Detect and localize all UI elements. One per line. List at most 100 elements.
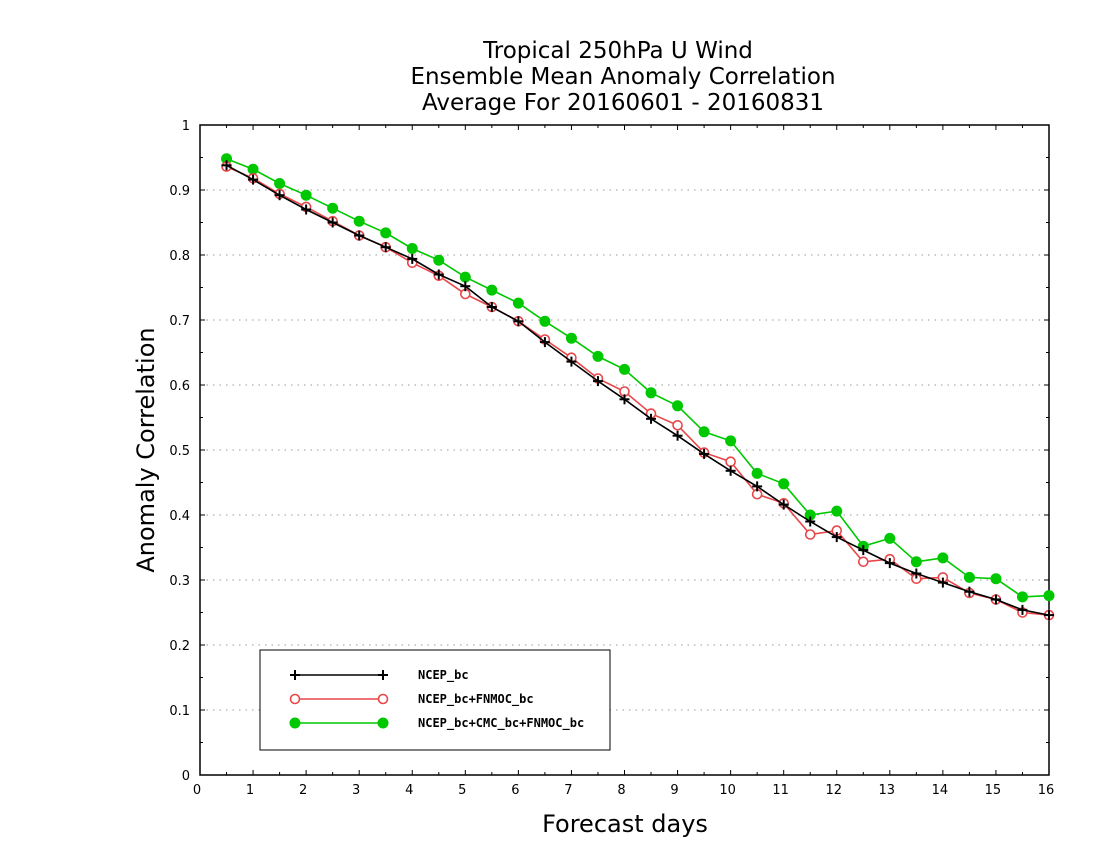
data-point-plus xyxy=(937,577,948,588)
x-axis-label: Forecast days xyxy=(542,810,708,838)
x-tick-label: 9 xyxy=(670,783,678,798)
data-point-plus xyxy=(221,160,232,171)
legend-label: NCEP_bc xyxy=(418,668,469,683)
x-tick-label: 0 xyxy=(193,783,201,798)
data-point-filled-circle xyxy=(698,426,710,438)
data-point-filled-circle xyxy=(406,243,418,254)
y-tick-label: 0.2 xyxy=(169,639,190,654)
x-tick-label: 13 xyxy=(879,783,896,798)
data-point-filled-circle xyxy=(592,350,604,362)
data-point-plus xyxy=(752,481,763,492)
chart-title-line-1: Tropical 250hPa U Wind xyxy=(482,38,753,64)
x-tick-label: 2 xyxy=(299,783,307,798)
data-point-plus xyxy=(646,413,657,424)
grid-lines xyxy=(200,189,1049,711)
data-point-filled-circle xyxy=(380,227,392,239)
data-point-filled-circle xyxy=(937,552,949,564)
data-point-plus xyxy=(778,499,789,510)
data-point-plus xyxy=(911,568,922,579)
data-point-plus xyxy=(301,204,312,215)
data-point-plus xyxy=(460,281,471,292)
data-point-filled-circle xyxy=(1016,591,1028,603)
data-point-plus xyxy=(672,430,683,441)
y-axis-ticks: 0 0.1 0.2 0.3 0.4 0.5 0.6 0.7 0.8 0.9 1 xyxy=(169,119,1049,784)
data-point-filled-circle xyxy=(353,215,365,227)
data-point-plus xyxy=(619,394,630,405)
data-point-filled-circle xyxy=(512,297,524,309)
data-point-plus xyxy=(1044,610,1054,621)
x-tick-label: 12 xyxy=(825,783,842,798)
data-point-plus xyxy=(274,190,285,201)
y-tick-label: 0.4 xyxy=(169,509,190,524)
y-tick-label: 0.3 xyxy=(169,574,190,589)
x-tick-label: 5 xyxy=(458,783,466,798)
legend-entry: NCEP_bc+FNMOC_bc xyxy=(289,692,534,707)
data-point-filled-circle xyxy=(831,505,843,517)
data-point-open-circle xyxy=(672,419,683,431)
data-point-open-circle xyxy=(377,693,389,705)
data-point-filled-circle xyxy=(963,571,975,583)
x-tick-label: 6 xyxy=(511,783,519,798)
data-point-filled-circle xyxy=(990,573,1002,585)
data-point-plus xyxy=(964,586,975,597)
legend-entry: NCEP_bc+CMC_bc+FNMOC_bc xyxy=(289,716,584,731)
data-point-filled-circle xyxy=(327,202,339,214)
y-axis-label: Anomaly Correlation xyxy=(132,327,160,572)
series-ncep-bc xyxy=(221,160,1054,621)
data-point-plus xyxy=(805,516,816,527)
legend-box xyxy=(259,649,611,751)
data-point-filled-circle xyxy=(459,271,471,283)
y-tick-label: 0.8 xyxy=(169,249,190,264)
legend-label: NCEP_bc+FNMOC_bc xyxy=(418,692,534,707)
data-point-filled-circle xyxy=(377,717,389,729)
data-point-filled-circle xyxy=(539,315,551,327)
data-point-plus xyxy=(248,174,259,185)
data-point-filled-circle xyxy=(778,478,790,490)
data-point-open-circle xyxy=(725,456,736,468)
y-tick-label: 0.6 xyxy=(169,379,190,394)
series-line xyxy=(226,164,1050,616)
data-point-filled-circle xyxy=(645,387,657,399)
chart-title: Tropical 250hPa U Wind Ensemble Mean Ano… xyxy=(410,38,835,116)
series-ncep-bc-cmc-bc-fnmoc-bc xyxy=(221,153,1055,603)
data-point-filled-circle xyxy=(300,189,312,201)
data-point-plus xyxy=(725,465,736,476)
y-tick-label: 0.5 xyxy=(169,444,190,459)
legend-label: NCEP_bc+CMC_bc+FNMOC_bc xyxy=(418,716,584,731)
data-point-plus xyxy=(354,230,365,241)
data-point-filled-circle xyxy=(1043,590,1055,602)
data-point-plus xyxy=(513,316,524,327)
series-line xyxy=(226,165,1050,616)
data-point-plus xyxy=(433,269,444,280)
x-tick-label: 16 xyxy=(1038,783,1055,798)
data-point-open-circle xyxy=(804,529,816,540)
data-point-filled-circle xyxy=(751,467,763,479)
data-series xyxy=(221,153,1055,621)
data-point-filled-circle xyxy=(274,178,286,189)
data-point-plus xyxy=(539,337,550,348)
x-tick-label: 11 xyxy=(772,783,789,798)
data-point-plus xyxy=(566,356,577,367)
y-tick-label: 1 xyxy=(182,119,190,134)
y-tick-label: 0.7 xyxy=(169,314,190,329)
series-line xyxy=(226,158,1050,598)
x-tick-label: 7 xyxy=(564,783,572,798)
data-point-filled-circle xyxy=(725,435,737,447)
data-point-filled-circle xyxy=(486,284,498,296)
data-point-filled-circle xyxy=(289,717,301,729)
legend-entry: NCEP_bc xyxy=(290,668,469,683)
data-point-plus xyxy=(699,448,710,459)
data-point-plus xyxy=(290,670,300,680)
chart-title-line-3: Average For 20160601 - 20160831 xyxy=(422,90,824,116)
x-tick-label: 15 xyxy=(985,783,1002,798)
data-point-open-circle xyxy=(289,693,301,705)
legend: NCEP_bc NCEP_bc+FNMOC_bc NCEP_bc+CMC_bc+FN… xyxy=(259,649,611,751)
data-point-plus xyxy=(884,558,895,569)
x-tick-label: 3 xyxy=(352,783,360,798)
x-tick-label: 14 xyxy=(932,783,949,798)
y-tick-label: 0.1 xyxy=(169,704,190,719)
data-point-plus xyxy=(486,302,497,312)
x-tick-label: 4 xyxy=(405,783,413,798)
data-point-plus xyxy=(990,594,1001,605)
series-ncep-bc-fnmoc-bc xyxy=(221,161,1055,621)
